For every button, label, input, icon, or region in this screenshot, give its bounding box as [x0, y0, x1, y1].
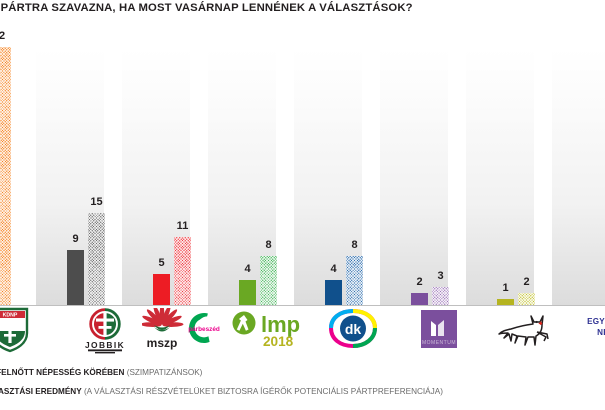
- bar-lmp-hatched[interactable]: 8: [260, 240, 277, 305]
- bar-value-label: 2: [0, 30, 6, 42]
- background-band: [466, 48, 534, 306]
- column-background-bands: [0, 34, 605, 306]
- bar-value-label: 9: [72, 233, 79, 245]
- footnote-2-strong: ÍNŰBB LISTÁS VÁLASZTÁSI EREDMÉNY: [0, 387, 82, 396]
- footnote-1-strong: RENCIA A TELJES FELNŐTT NÉPESSÉG KÖRÉBEN: [0, 368, 125, 377]
- page-title: YIK PÁRTRA SZAVAZNA, HA MOST VASÁRNAP LE…: [0, 2, 413, 14]
- bar-momentum-solid[interactable]: 2: [411, 277, 428, 305]
- chart-footnotes: RENCIA A TELJES FELNŐTT NÉPESSÉG KÖRÉBEN…: [0, 368, 605, 406]
- party-logo-row: KDNP JOBBIK: [0, 306, 605, 358]
- svg-text:mszp: mszp: [147, 336, 178, 350]
- other-label-line2: NE: [597, 328, 605, 337]
- dk-logo: dk: [310, 306, 396, 354]
- bar-group-kdnp: 2: [0, 31, 11, 305]
- momentum-logo: MOMENTUM: [396, 306, 482, 354]
- svg-text:MOMENTUM: MOMENTUM: [422, 340, 456, 346]
- bar-value-label: 2: [416, 276, 423, 288]
- bar-value-label: 5: [158, 257, 165, 269]
- footnote-2-light: (A VÁLASZTÁSI RÉSZVÉTELÜKET BIZTOSRA ÍGÉ…: [83, 387, 443, 396]
- mkkp-two-tailed-dog-logo: [482, 306, 568, 354]
- bar-group-jobbik: 9 15: [67, 34, 105, 305]
- bar-value-label: 8: [351, 239, 358, 251]
- bar-mszp-parbeszed-solid[interactable]: 5: [153, 258, 170, 305]
- bar-lmp-solid[interactable]: 4: [239, 264, 256, 305]
- bar-jobbik-hatched[interactable]: 15: [88, 197, 105, 305]
- mszp-parbeszed-logo: mszp párbeszéd: [140, 306, 230, 354]
- footnote-1-light: (SZIMPATIZÁNSOK): [126, 368, 203, 377]
- other-label-line1: EGYÉB,: [587, 317, 605, 326]
- bar-kdnp-hatched[interactable]: 2: [0, 31, 11, 305]
- footnote-line-2: ÍNŰBB LISTÁS VÁLASZTÁSI EREDMÉNY (A VÁLA…: [0, 387, 605, 397]
- axis-baseline: [0, 305, 605, 306]
- background-band: [552, 48, 605, 306]
- bar-mszp-parbeszed-hatched[interactable]: 11: [174, 221, 191, 305]
- kdnp-shield-logo: KDNP: [0, 306, 38, 354]
- bar-value-label: 8: [265, 239, 272, 251]
- bar-value-label: 4: [244, 263, 251, 275]
- jobbik-logo: JOBBIK: [62, 306, 148, 354]
- bar-value-label: 2: [523, 276, 530, 288]
- other-category-label: EGYÉB, NE: [568, 316, 605, 338]
- svg-text:JOBBIK: JOBBIK: [85, 340, 125, 350]
- bar-value-label: 3: [437, 270, 444, 282]
- bar-dk-hatched[interactable]: 8: [346, 240, 363, 305]
- footnote-line-1: RENCIA A TELJES FELNŐTT NÉPESSÉG KÖRÉBEN…: [0, 368, 605, 378]
- background-band: [380, 48, 448, 306]
- bar-value-label: 4: [330, 263, 337, 275]
- svg-text:lmp: lmp: [261, 312, 300, 337]
- bar-value-label: 15: [90, 196, 103, 208]
- chart-plot-area: 2 9 15 5 11 4 8 4 8 2 3 1 2: [0, 31, 605, 306]
- bar-momentum-hatched[interactable]: 3: [432, 271, 449, 305]
- svg-text:dk: dk: [345, 321, 362, 337]
- svg-text:KDNP: KDNP: [3, 313, 18, 319]
- svg-text:2018: 2018: [263, 334, 294, 349]
- bar-value-label: 1: [502, 282, 509, 294]
- bar-group-mszp-parbeszed: 5 11: [153, 34, 191, 305]
- bar-mkkp-solid[interactable]: 1: [497, 283, 514, 305]
- lmp-2018-logo: lmp 2018: [224, 306, 314, 354]
- bar-value-label: 11: [176, 220, 189, 232]
- svg-text:párbeszéd: párbeszéd: [188, 326, 220, 333]
- bar-jobbik-solid[interactable]: 9: [67, 234, 84, 305]
- bar-mkkp-hatched[interactable]: 2: [518, 277, 535, 305]
- bar-dk-solid[interactable]: 4: [325, 264, 342, 305]
